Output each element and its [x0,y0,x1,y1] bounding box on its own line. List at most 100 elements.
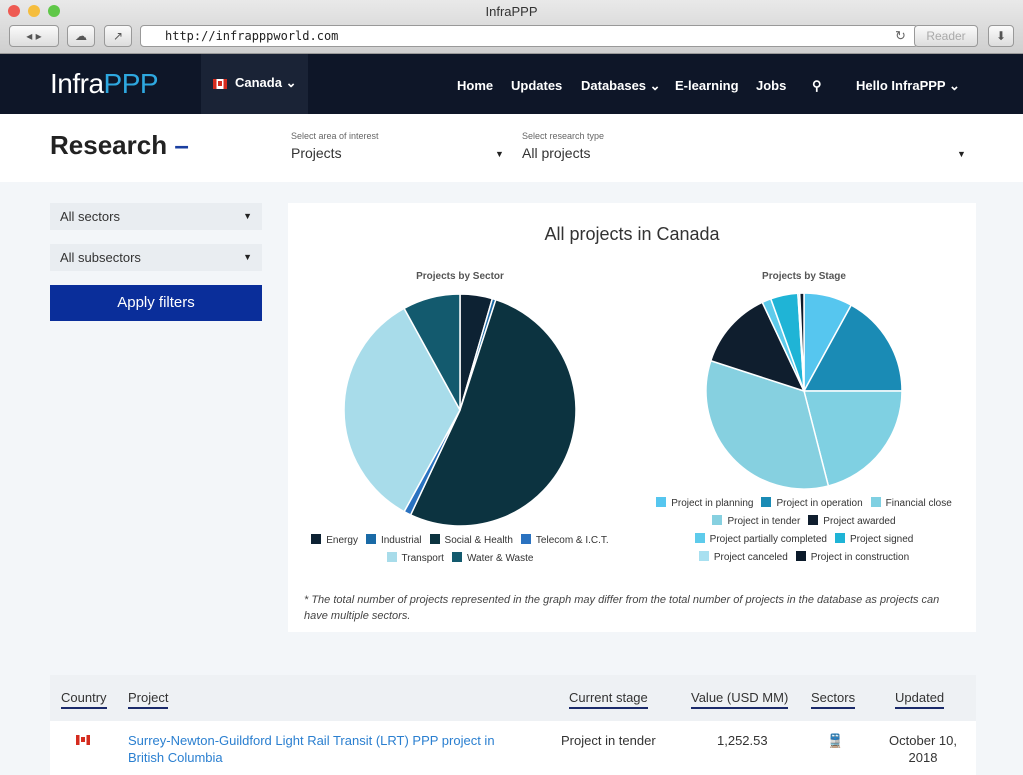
legend-label: Project partially completed [709,534,827,545]
pie-slice-transport[interactable] [343,307,461,513]
legend-item[interactable]: Energy [311,534,358,546]
col-sectors[interactable]: Sectors [811,690,856,709]
project-value: 1,252.53 [717,733,768,748]
zoom-window-button[interactable] [48,5,60,17]
legend-label: Project in construction [810,552,910,563]
share-icon[interactable]: ↗ [104,25,132,47]
legend-label: Telecom & I.C.T. [535,535,609,546]
caret-down-icon[interactable]: ▼ [495,149,504,159]
legend-swatch [451,552,462,562]
legend-swatch [712,515,723,525]
legend-swatch [870,497,881,507]
card-title: All projects in Canada [544,224,720,244]
pie-slice-project-in-construction[interactable] [798,292,805,392]
legend-swatch [761,497,772,507]
user-menu[interactable]: Hello InfraPPP ⌄ [856,78,960,93]
url-bar[interactable]: http://infrapppworld.com [140,25,918,47]
legend-item[interactable]: Project in planning [656,497,753,509]
pie-slice-water-waste[interactable] [403,293,461,411]
nav-elearning[interactable]: E-learning [675,78,739,93]
col-country[interactable]: Country [61,690,107,709]
legend-label: Water & Waste [466,553,534,564]
logo[interactable]: InfraPPP [50,68,159,99]
legend-swatch [698,551,709,561]
table-header: Country Project Current stage Value (USD… [50,675,976,721]
legend-swatch [795,551,806,561]
legend-swatch [386,552,397,562]
nav-databases[interactable]: Databases ⌄ [581,78,661,93]
icloud-icon[interactable]: ☁ [67,25,95,47]
apply-filters-button[interactable]: Apply filters [50,285,262,321]
col-value[interactable]: Value (USD MM) [691,690,789,709]
legend-item[interactable]: Project awarded [808,515,896,527]
subsectors-select[interactable]: All subsectors ▼ [50,244,262,271]
canada-flag-icon [76,735,90,745]
legend-label: Energy [326,535,358,546]
sector-legend: Energy Industrial Social & Health Telecom &… [288,534,632,570]
research-header: Research – Select area of interest Proje… [0,114,1023,182]
col-project[interactable]: Project [128,690,169,709]
legend-item[interactable]: Project in operation [761,497,863,509]
sector-chart-title: Projects by Sector [416,271,504,282]
search-icon[interactable]: ⚲ [812,78,822,93]
legend-item[interactable]: Financial close [870,497,952,509]
legend-item[interactable]: Water & Waste [451,552,534,564]
stage-legend: Project in planning Project in operation F… [632,497,976,569]
legend-swatch [365,534,376,544]
reader-button[interactable]: Reader [914,25,978,47]
legend-swatch [834,533,845,543]
type-label: Select research type [522,131,605,141]
caret-down-icon: ▼ [243,252,252,262]
project-updated: October 10, 2018 [889,733,957,765]
reload-icon[interactable]: ↻ [895,28,906,43]
pie-slice-financial-close[interactable] [803,390,903,487]
legend-item[interactable]: Project signed [834,533,913,545]
area-select[interactable]: Projects [291,145,342,161]
legend-swatch [656,497,667,507]
col-stage[interactable]: Current stage [569,690,648,709]
pie-slice-project-awarded[interactable] [709,301,806,393]
charts-card: All projects in Canada Projects by Secto… [288,203,976,632]
legend-item[interactable]: Social & Health [429,534,513,546]
legend-item[interactable]: Industrial [365,534,422,546]
area-label: Select area of interest [291,131,379,141]
project-link[interactable]: Surrey-Newton-Guildford Light Rail Trans… [128,733,495,765]
train-icon: 🚆 [827,733,844,748]
legend-swatch [311,534,322,544]
sectors-select[interactable]: All sectors ▼ [50,203,262,230]
legend-item[interactable]: Project partially completed [694,533,827,545]
legend-swatch [429,534,440,544]
nav-updates[interactable]: Updates [511,78,563,93]
pie-slice-project-in-operation[interactable] [802,304,903,392]
pie-charts [343,292,903,527]
page-title: Research – [50,130,189,160]
legend-label: Project canceled [713,552,788,563]
close-window-button[interactable] [8,5,20,17]
legend-item[interactable]: Project in tender [712,515,800,527]
legend-swatch [694,533,705,543]
pie-slice-project-in-tender[interactable] [705,359,830,490]
legend-label: Project in tender [727,516,801,527]
legend-label: Transport [401,553,444,564]
downloads-icon[interactable]: ⬇ [988,25,1014,47]
legend-item[interactable]: Transport [386,552,444,564]
legend-label: Industrial [380,535,422,546]
canada-flag-icon [213,78,227,89]
legend-item[interactable]: Project in construction [795,551,910,563]
type-select[interactable]: All projects [522,145,591,161]
legend-swatch [808,515,819,525]
legend-item[interactable]: Project canceled [698,551,788,563]
projects-table: Country Project Current stage Value (USD… [50,675,976,775]
chart-footnote: * The total number of projects represent… [304,594,940,622]
minimize-window-button[interactable] [28,5,40,17]
country-selector[interactable]: Canada ⌄ [201,54,308,114]
nav-jobs[interactable]: Jobs [756,78,787,93]
legend-label: Financial close [885,498,952,509]
browser-chrome: InfraPPP ◂ ▸ ☁ ↗ http://infrapppworld.co… [0,0,1023,54]
pie-slice-social-health[interactable] [409,298,577,527]
nav-home[interactable]: Home [457,78,494,93]
col-updated[interactable]: Updated [895,690,945,709]
caret-down-icon[interactable]: ▼ [957,149,966,159]
back-forward-button[interactable]: ◂ ▸ [9,25,59,47]
legend-item[interactable]: Telecom & I.C.T. [520,534,609,546]
